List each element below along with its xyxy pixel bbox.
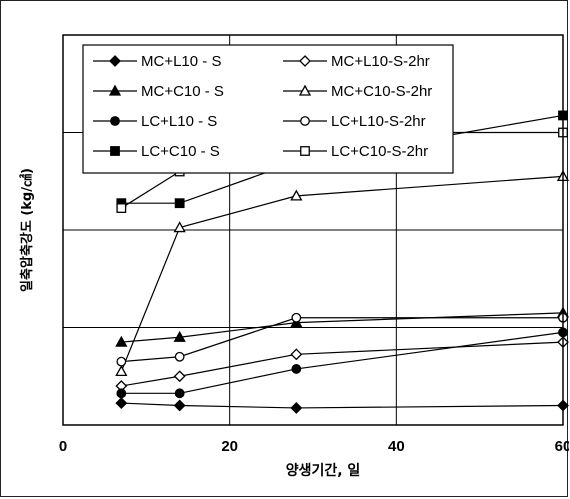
- data-point: [291, 364, 302, 374]
- series-1: [115, 397, 569, 414]
- legend-item: LC+L10 - S: [93, 113, 217, 130]
- series-line: [121, 341, 564, 387]
- data-point: [173, 370, 186, 383]
- series-group: [115, 110, 569, 414]
- legend: MC+L10 - S MC+L10-S-2hr MC+C10 - S MC+C10-S…: [82, 44, 454, 174]
- x-tick-label: 20: [221, 438, 238, 455]
- data-point: [174, 388, 185, 399]
- legend-marker: [299, 55, 311, 67]
- series-5: [116, 327, 568, 399]
- legend-item: LC+C10 - S: [93, 143, 220, 160]
- series-line: [121, 317, 563, 363]
- legend-item: LC+L10-S-2hr: [283, 113, 426, 130]
- series-line: [121, 331, 564, 394]
- data-point: [291, 312, 302, 323]
- plot-area-border: [62, 34, 564, 426]
- series-4: [115, 170, 569, 377]
- legend-marker: [109, 55, 121, 67]
- legend-box: [82, 44, 454, 174]
- series-6: [116, 312, 568, 367]
- data-point: [173, 221, 186, 233]
- legend-marker: [110, 146, 120, 156]
- data-point: [174, 198, 185, 209]
- legend-marker: [298, 84, 312, 96]
- data-point: [115, 335, 128, 347]
- legend-label: MC+C10 - S: [141, 83, 224, 100]
- legend-marker: [300, 146, 310, 156]
- legend-item: MC+C10-S-2hr: [283, 83, 432, 100]
- data-point: [173, 399, 186, 412]
- data-point: [116, 203, 127, 213]
- legend-label: MC+C10-S-2hr: [331, 83, 432, 100]
- x-axis-title: 양생기간, 일: [286, 462, 361, 479]
- legend-label: LC+C10 - S: [141, 143, 220, 160]
- data-point: [173, 330, 186, 342]
- data-point: [290, 402, 303, 414]
- series-2: [115, 336, 569, 392]
- legend-item: MC+L10 - S: [93, 53, 221, 70]
- legend-marker: [110, 116, 120, 126]
- series-line: [120, 175, 564, 372]
- data-point: [116, 356, 127, 367]
- legend-item: MC+L10-S-2hr: [283, 53, 430, 70]
- data-point: [174, 351, 185, 362]
- legend-label: LC+C10-S-2hr: [331, 143, 428, 160]
- x-tick-label: 40: [388, 438, 405, 455]
- x-tick-label: 0: [59, 438, 67, 455]
- legend-label: LC+L10 - S: [141, 113, 217, 130]
- legend-marker: [108, 84, 122, 96]
- legend-label: MC+L10 - S: [141, 53, 221, 70]
- legend-item: MC+C10 - S: [93, 83, 224, 100]
- x-tick-label: 60: [555, 438, 569, 455]
- legend-marker: [300, 116, 310, 126]
- series-line: [121, 402, 564, 409]
- data-point: [115, 365, 128, 377]
- y-axis-title: 일축압축강도 (kg/㎠): [19, 168, 35, 292]
- data-point: [116, 388, 127, 399]
- x-tick-labels: 0 20 40 60: [59, 438, 569, 455]
- data-point: [290, 189, 303, 201]
- legend-label: LC+L10-S-2hr: [331, 113, 426, 130]
- legend-item: LC+C10-S-2hr: [283, 143, 428, 160]
- legend-label: MC+L10-S-2hr: [331, 53, 430, 70]
- data-point: [290, 348, 303, 361]
- data-point: [115, 397, 128, 409]
